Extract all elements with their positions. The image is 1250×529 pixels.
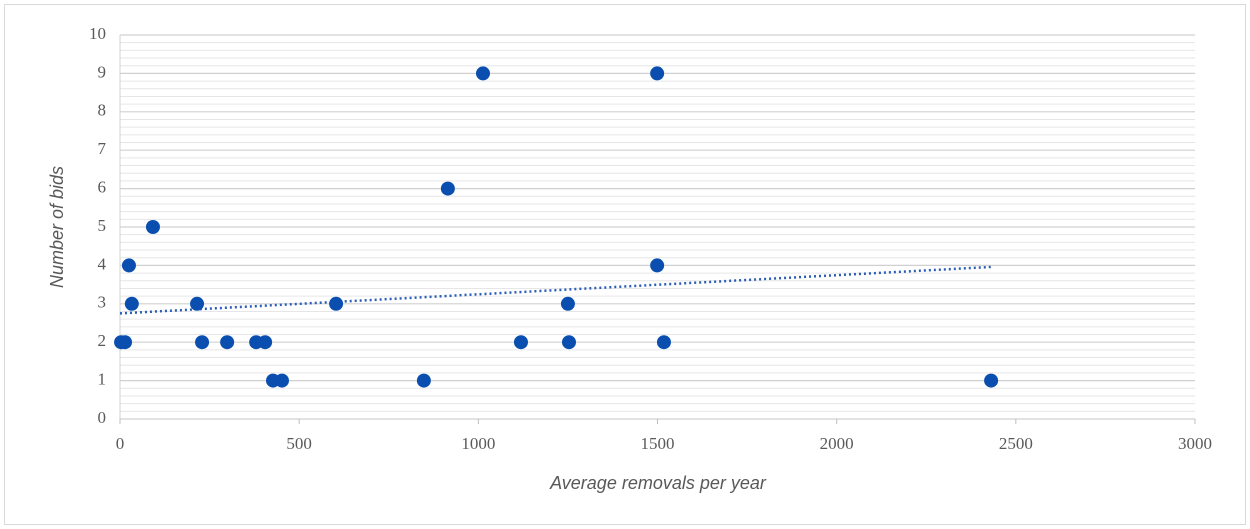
y-tick-label: 0	[98, 408, 107, 427]
scatter-point	[190, 296, 205, 311]
scatter-point	[984, 373, 999, 388]
x-tick-label: 3000	[1178, 434, 1212, 453]
scatter-point	[329, 296, 344, 311]
scatter-point	[650, 258, 665, 273]
scatter-point	[560, 296, 575, 311]
y-tick-label: 10	[89, 24, 106, 43]
x-tick-label: 1500	[641, 434, 675, 453]
scatter-point	[513, 335, 528, 350]
y-tick-label: 8	[98, 101, 107, 120]
x-tick-label: 1000	[461, 434, 495, 453]
y-tick-label: 1	[98, 370, 107, 389]
scatter-point	[475, 66, 490, 81]
y-tick-label: 7	[98, 139, 107, 158]
y-tick-label: 6	[98, 178, 107, 197]
scatter-point	[220, 335, 235, 350]
x-tick-label: 0	[116, 434, 125, 453]
y-tick-label: 2	[98, 331, 107, 350]
scatter-point	[440, 181, 455, 196]
trendline	[119, 265, 992, 315]
scatter-point	[561, 335, 576, 350]
scatter-point	[656, 335, 671, 350]
y-axis-label: Number of bids	[47, 166, 67, 288]
scatter-point	[274, 373, 289, 388]
x-tick-label: 500	[286, 434, 312, 453]
scatter-point	[650, 66, 665, 81]
y-tick-label: 4	[98, 254, 107, 273]
y-tick-label: 9	[98, 62, 107, 81]
scatter-point	[118, 335, 133, 350]
scatter-point	[121, 258, 136, 273]
scatter-point	[145, 220, 160, 234]
scatter-point	[195, 335, 210, 350]
scatter-point	[258, 335, 273, 350]
x-tick-label: 2500	[999, 434, 1033, 453]
y-tick-label: 3	[98, 293, 107, 312]
scatter-point	[124, 296, 139, 311]
chart-frame	[4, 4, 1246, 525]
scatter-point	[416, 373, 431, 388]
x-axis-label: Average removals per year	[549, 473, 767, 493]
x-tick-label: 2000	[820, 434, 854, 453]
y-tick-label: 5	[98, 216, 107, 235]
